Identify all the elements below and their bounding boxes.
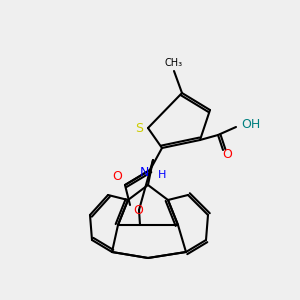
Text: O: O <box>133 203 143 217</box>
Text: O: O <box>222 148 232 161</box>
Text: S: S <box>135 122 143 134</box>
Text: O: O <box>112 170 122 184</box>
Text: CH₃: CH₃ <box>165 58 183 68</box>
Text: OH: OH <box>241 118 260 130</box>
Text: H: H <box>158 170 166 180</box>
Text: N: N <box>140 166 149 178</box>
